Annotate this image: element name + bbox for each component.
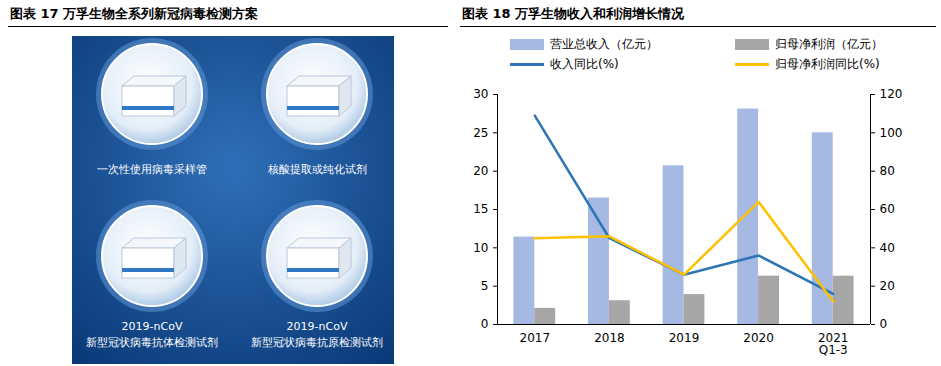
svg-text:80: 80 (880, 164, 895, 178)
svg-text:15: 15 (473, 202, 488, 216)
html-text:营业总收入（亿元）: 营业总收入（亿元） (550, 37, 658, 51)
svg-text:2019-nCoV: 2019-nCoV (122, 320, 183, 333)
svg-text:新型冠状病毒抗原检测试剂: 新型冠状病毒抗原检测试剂 (251, 336, 383, 349)
svg-text:2019: 2019 (669, 331, 700, 345)
svg-text:40: 40 (880, 241, 895, 255)
html-text:收入同比(%): 收入同比(%) (550, 57, 619, 71)
svg-text:0: 0 (880, 317, 888, 331)
svg-text:2019-nCoV: 2019-nCoV (287, 320, 348, 333)
svg-text:120: 120 (880, 87, 903, 101)
html-text:图表 18 万孚生物收入和利润增长情况: 图表 18 万孚生物收入和利润增长情况 (462, 6, 685, 21)
svg-text:2021Q1-3: 2021Q1-3 (818, 331, 849, 357)
svg-text:5: 5 (481, 279, 489, 293)
html-text:归母净利润（亿元）: 归母净利润（亿元） (775, 37, 883, 51)
svg-text:25: 25 (473, 126, 488, 140)
html-text:归母净利润同比(%): 归母净利润同比(%) (775, 57, 880, 71)
svg-text:2018: 2018 (594, 331, 625, 345)
svg-text:30: 30 (473, 87, 488, 101)
svg-text:60: 60 (880, 202, 895, 216)
svg-text:核酸提取或纯化试剂: 核酸提取或纯化试剂 (267, 163, 367, 176)
svg-text:新型冠状病毒抗体检测试剂: 新型冠状病毒抗体检测试剂 (86, 336, 218, 349)
svg-text:20: 20 (473, 164, 488, 178)
svg-text:100: 100 (880, 126, 903, 140)
svg-text:10: 10 (473, 241, 488, 255)
svg-text:2020: 2020 (743, 331, 774, 345)
html-text:图表 17 万孚生物全系列新冠病毒检测方案: 图表 17 万孚生物全系列新冠病毒检测方案 (10, 6, 259, 21)
svg-text:20: 20 (880, 279, 895, 293)
svg-text:0: 0 (481, 317, 489, 331)
svg-text:一次性使用病毒采样管: 一次性使用病毒采样管 (97, 163, 207, 176)
svg-text:2017: 2017 (520, 331, 551, 345)
